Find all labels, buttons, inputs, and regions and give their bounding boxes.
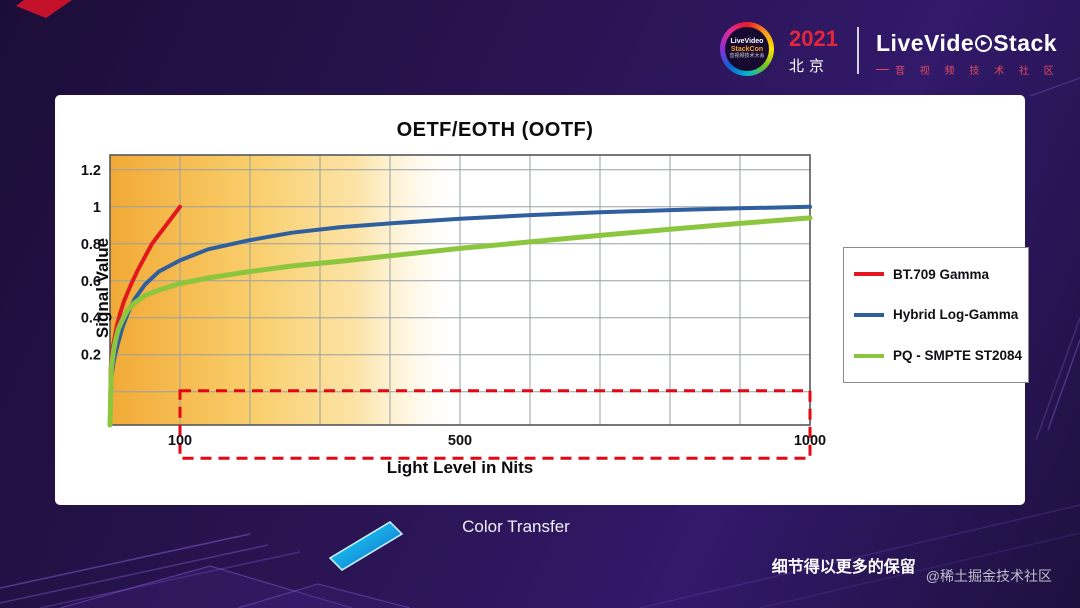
svg-text:0.8: 0.8 [81,237,101,253]
dash-decor [876,68,889,71]
legend-item: PQ - SMPTE ST2084 [854,348,1022,363]
conference-logo-line3: 音视频技术大会 [729,53,765,60]
footer-note: 细节得以更多的保留 [771,559,916,576]
conference-logo-line2: StackCon [730,46,764,54]
slide-caption: Color Transfer [462,517,570,536]
brand-right: Stack [993,30,1058,56]
conference-logo-center: LiveVideo StackCon 音视频技术大会 [725,27,769,71]
legend: BT.709 Gamma Hybrid Log-Gamma PQ - SMPTE S… [843,247,1029,383]
legend-label: BT.709 Gamma [893,266,990,282]
svg-text:1000: 1000 [794,433,826,449]
svg-text:0.4: 0.4 [81,311,101,327]
header-divider [857,27,859,74]
cyan-accent-shape [328,521,404,571]
event-year-block: 2021 北京 [789,28,838,76]
svg-text:100: 100 [168,433,192,449]
legend-swatch [854,353,884,358]
svg-text:500: 500 [448,433,472,449]
svg-text:0.2: 0.2 [81,348,101,364]
svg-text:1.2: 1.2 [81,163,101,179]
event-city: 北京 [789,58,830,75]
chart-panel: OETF/EOTH (OOTF) 0.2 0.4 0.6 0.8 1 1.2 100 500 1… [55,95,1029,505]
watermark: @稀土掘金技术社区 [925,568,1052,584]
svg-text:0.6: 0.6 [81,274,101,290]
legend-item: BT.709 Gamma [854,267,1018,282]
brand-block: LiveVide Stack 音 视 频 技 术 社 区 [876,30,1060,77]
legend-swatch [854,312,884,317]
legend-label: PQ - SMPTE ST2084 [893,348,1023,364]
event-year: 2021 [789,26,838,51]
brand-left: LiveVide [876,30,975,56]
red-corner-shape [16,0,72,18]
footer: 细节得以更多的保留 @稀土掘金技术社区 [772,553,1052,586]
svg-text:1: 1 [93,200,101,216]
brand-subtitle-text: 音 视 频 技 术 社 区 [895,66,1060,77]
chart-title: OETF/EOTH (OOTF) [396,119,594,141]
brand-subtitle: 音 视 频 技 术 社 区 [876,62,1060,77]
conference-logo: LiveVideo StackCon 音视频技术大会 [720,22,774,76]
play-icon [975,35,993,52]
y-axis-label: Signal Value [93,237,112,339]
x-axis-label: Light Level in Nits [386,458,534,477]
conference-logo-line1: LiveVideo [730,38,764,46]
legend-item: Hybrid Log-Gamma [854,307,1018,322]
legend-label: Hybrid Log-Gamma [893,307,1019,323]
legend-swatch [854,272,884,277]
brand-wordmark: LiveVide Stack [876,30,1060,57]
oetf-chart: 0.2 0.4 0.6 0.8 1 1.2 100 500 1000 [81,154,826,460]
